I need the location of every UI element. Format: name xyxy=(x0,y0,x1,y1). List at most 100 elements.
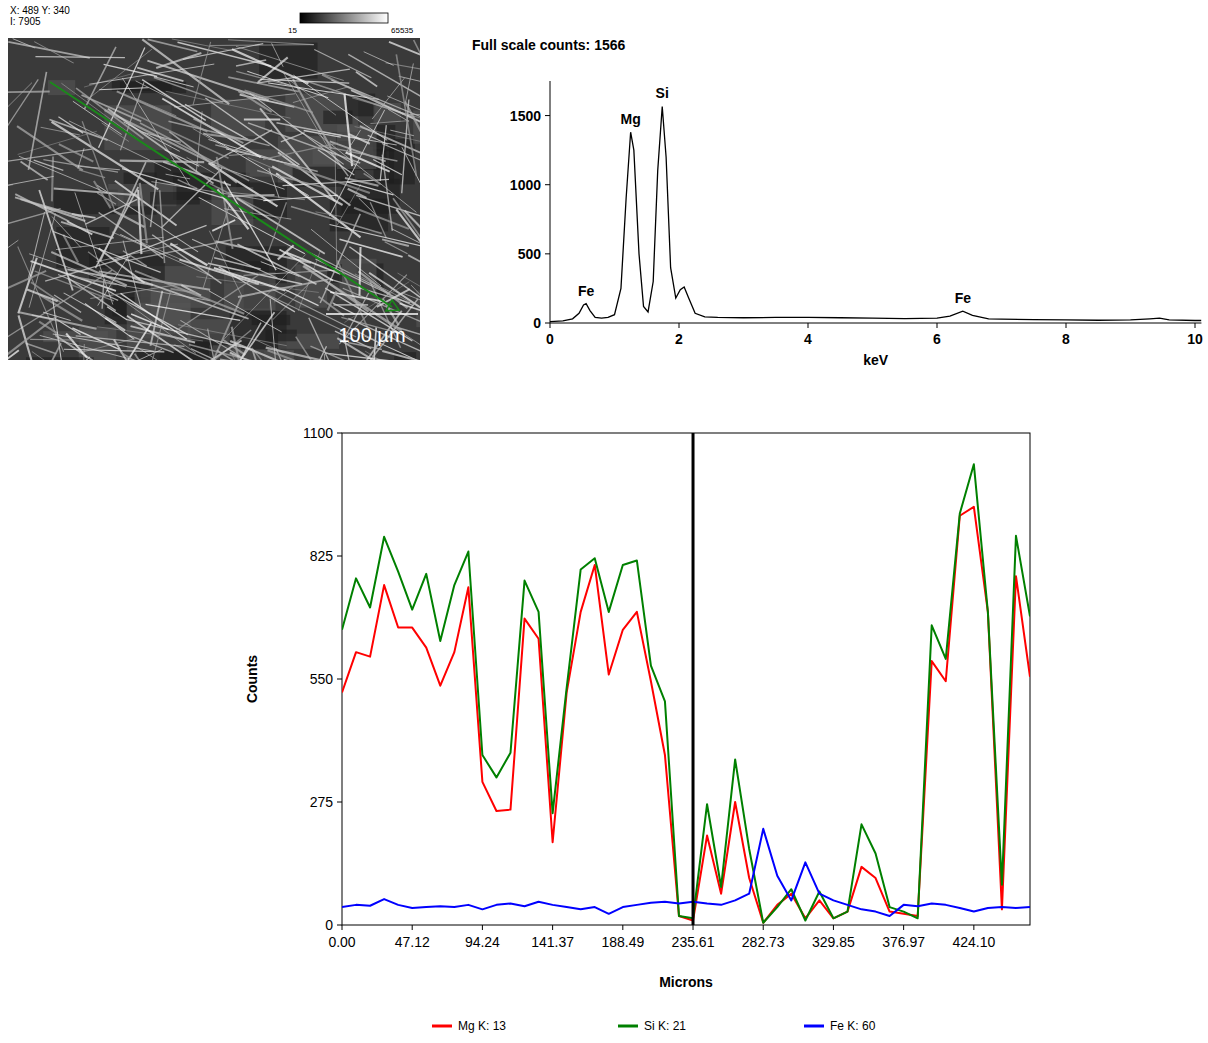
x-tick xyxy=(482,925,483,930)
fiber xyxy=(82,121,115,210)
fiber xyxy=(257,170,324,187)
x-tick xyxy=(973,925,974,930)
scale-bar xyxy=(326,313,418,315)
peak-label: Fe xyxy=(578,283,595,299)
fiber xyxy=(131,314,168,329)
scan-line xyxy=(50,82,392,307)
fiber xyxy=(166,91,291,118)
fiber xyxy=(94,181,111,208)
fiber xyxy=(28,72,46,170)
x-tick-label: 2 xyxy=(675,331,683,347)
fiber xyxy=(17,126,83,170)
fiber xyxy=(121,352,150,360)
fiber xyxy=(21,161,48,180)
fiber xyxy=(230,353,339,360)
spectrum-line xyxy=(550,106,1201,321)
sem-image xyxy=(8,38,420,360)
cursor xyxy=(692,433,695,925)
fiber xyxy=(120,161,204,162)
fiber xyxy=(331,80,420,127)
scale-bar-label: 100 µm xyxy=(338,324,405,346)
x-tick-label: 376.97 xyxy=(882,934,925,950)
fiber xyxy=(53,298,71,360)
fiber xyxy=(32,315,53,319)
plot-area xyxy=(550,106,1201,321)
fiber xyxy=(59,144,93,161)
fiber xyxy=(238,91,271,112)
x-tick xyxy=(1195,323,1196,328)
fiber xyxy=(109,283,210,301)
series-line xyxy=(342,464,1030,922)
legend: Mg K: 13Si K: 21Fe K: 60 xyxy=(432,1019,876,1033)
fiber xyxy=(272,43,284,67)
fiber xyxy=(172,39,232,51)
y-tick xyxy=(337,556,342,557)
fiber xyxy=(244,119,280,121)
fiber xyxy=(122,169,229,200)
fiber xyxy=(27,290,58,302)
x-tick xyxy=(622,925,623,930)
fiber xyxy=(15,194,69,221)
fiber xyxy=(253,351,292,360)
fiber xyxy=(232,49,309,83)
fiber xyxy=(193,42,211,105)
x-tick-label: 8 xyxy=(1062,331,1070,347)
fiber xyxy=(135,98,176,116)
fiber xyxy=(322,75,385,105)
fiber xyxy=(151,182,272,202)
fiber xyxy=(345,130,360,154)
y-tick-label: 825 xyxy=(310,548,334,564)
fiber xyxy=(161,168,222,227)
series-line xyxy=(342,829,1030,916)
y-axis-title: Counts xyxy=(244,655,260,703)
x-tick xyxy=(937,323,938,328)
x-tick-label: 0 xyxy=(546,331,554,347)
fiber xyxy=(276,173,360,237)
x-tick-label: 282.73 xyxy=(742,934,785,950)
fiber xyxy=(99,248,145,283)
sem-texture xyxy=(8,39,420,360)
fiber xyxy=(389,42,420,77)
x-tick xyxy=(763,925,764,930)
fiber xyxy=(99,88,148,90)
fiber xyxy=(28,212,45,280)
x-tick-label: 235.61 xyxy=(672,934,715,950)
scale-max: 65535 xyxy=(391,26,414,35)
fiber xyxy=(354,208,409,229)
fiber xyxy=(174,274,260,332)
fiber xyxy=(194,119,244,144)
fiber xyxy=(116,106,228,158)
fiber xyxy=(349,247,420,301)
fiber xyxy=(208,329,214,360)
fiber xyxy=(27,343,60,360)
y-tick xyxy=(337,433,342,434)
title: Full scale counts: 1566 xyxy=(472,37,625,53)
y-axis xyxy=(550,81,551,323)
fiber xyxy=(140,183,147,244)
fiber xyxy=(142,39,229,104)
x-tick-label: 47.12 xyxy=(395,934,430,950)
fiber xyxy=(142,80,206,121)
fiber xyxy=(187,157,217,174)
fiber xyxy=(356,72,377,87)
peak-label: Fe xyxy=(955,290,972,306)
fiber xyxy=(268,83,379,99)
fiber xyxy=(18,258,37,314)
x-tick-label: 424.10 xyxy=(952,934,995,950)
fiber xyxy=(151,180,157,228)
fiber xyxy=(54,188,138,195)
fiber xyxy=(261,262,300,277)
fiber xyxy=(281,133,305,142)
x-tick xyxy=(552,925,553,930)
fiber xyxy=(34,160,64,170)
fiber xyxy=(359,247,360,295)
fiber xyxy=(99,48,145,148)
x-tick xyxy=(833,925,834,930)
fiber xyxy=(329,110,384,216)
fiber xyxy=(400,304,420,313)
fiber xyxy=(8,185,13,190)
fiber xyxy=(102,280,104,309)
gray-scale xyxy=(300,13,388,23)
fiber xyxy=(392,229,420,271)
x-tick-label: 329.85 xyxy=(812,934,855,950)
